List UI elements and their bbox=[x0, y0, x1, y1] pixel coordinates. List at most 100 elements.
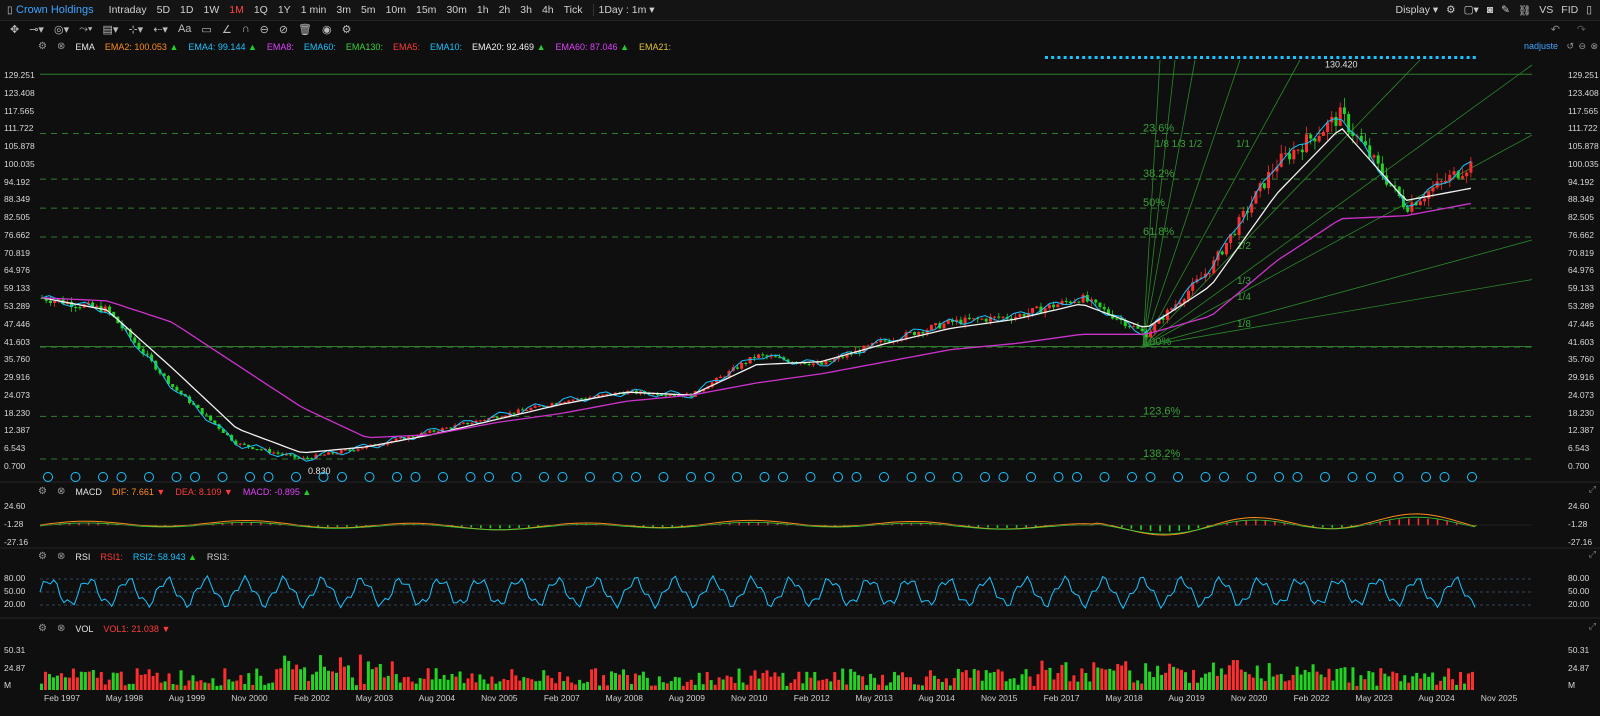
gear-icon[interactable]: ⚙ bbox=[38, 623, 47, 634]
macd-bar bbox=[652, 525, 654, 527]
macd-bar bbox=[1197, 525, 1200, 529]
pattern-tool-icon[interactable]: ⤳▾ bbox=[79, 22, 93, 35]
symbol-title[interactable]: Crown Holdings bbox=[16, 4, 94, 16]
volume-bar bbox=[59, 673, 63, 690]
price-axis-label: 117.565 bbox=[1568, 105, 1599, 116]
settings-icon[interactable]: ⚙ bbox=[1446, 4, 1456, 16]
close-icon[interactable]: ⊗ bbox=[56, 486, 66, 497]
sidebar-toggle-icon[interactable]: ▯ bbox=[7, 4, 13, 16]
eye-icon[interactable]: ◉ bbox=[322, 23, 332, 36]
tf-1h[interactable]: 1h bbox=[476, 4, 489, 16]
volume-bar bbox=[370, 669, 374, 690]
tf-2h[interactable]: 2h bbox=[498, 4, 511, 16]
display-button[interactable]: Display ▾ bbox=[1395, 4, 1439, 16]
vs-button[interactable]: VS bbox=[1539, 4, 1554, 16]
volume-bar bbox=[988, 672, 992, 690]
rect-tool-icon[interactable]: ▤▾ bbox=[102, 23, 119, 36]
volume-bar bbox=[1311, 664, 1315, 690]
drawing-toolbar: ✥ ⊸▾ ◎▾ ⤳▾ ▤▾ ⊹▾ ⇠▾ Aa ▭ ∠ ∩ ⊖ ⊘ 🗑 ◉ ⚙ bbox=[0, 20, 1600, 38]
layout-icon[interactable]: ▢▾ bbox=[1463, 4, 1479, 16]
circle-tool-icon[interactable]: ◎▾ bbox=[53, 23, 70, 36]
macd-bar bbox=[843, 525, 846, 527]
volume-bar bbox=[1223, 674, 1227, 690]
vol-axis-top: 50.31 bbox=[1568, 645, 1590, 655]
candle-body bbox=[1208, 273, 1212, 275]
volume-bar bbox=[861, 676, 865, 690]
reset-icon[interactable]: ↺ bbox=[1566, 41, 1574, 51]
camera-icon[interactable]: ◙ bbox=[1486, 4, 1494, 16]
close-icon[interactable]: ⊗ bbox=[56, 623, 66, 634]
volume-bar bbox=[1132, 682, 1136, 690]
interval-select[interactable]: 1Day : 1m ▾ bbox=[593, 4, 658, 16]
vol-name[interactable]: VOL bbox=[75, 623, 94, 634]
expand-icon[interactable]: ⤢ bbox=[1588, 484, 1596, 494]
tf-tick[interactable]: Tick bbox=[563, 4, 583, 16]
volume-bar bbox=[1383, 673, 1387, 690]
volume-bar bbox=[410, 681, 414, 690]
tf-intraday[interactable]: Intraday bbox=[108, 4, 147, 16]
magnet-icon[interactable]: ∩ bbox=[241, 23, 250, 35]
fid-button[interactable]: FID bbox=[1561, 4, 1579, 16]
close-icon[interactable]: ⊗ bbox=[1590, 41, 1598, 51]
volume-bar bbox=[980, 680, 984, 690]
tf-1min[interactable]: 1 min bbox=[300, 4, 327, 16]
measure-tool-icon[interactable]: ⊹▾ bbox=[128, 23, 144, 36]
macd-name[interactable]: MACD bbox=[75, 486, 102, 497]
redo-icon[interactable]: ↷ bbox=[1576, 24, 1586, 36]
expand-icon[interactable]: ⤢ bbox=[1588, 549, 1596, 559]
more-icon[interactable]: ▯ bbox=[1586, 4, 1592, 16]
dividend-marker-icon bbox=[1206, 56, 1210, 59]
macd-bar bbox=[508, 525, 511, 529]
volume-bar bbox=[1359, 675, 1363, 690]
tf-15m[interactable]: 15m bbox=[416, 4, 437, 16]
tf-5d[interactable]: 5D bbox=[156, 4, 171, 16]
gear-icon[interactable]: ⚙ bbox=[38, 551, 47, 562]
hide-icon[interactable]: ⊘ bbox=[278, 23, 289, 36]
tf-1y[interactable]: 1Y bbox=[277, 4, 291, 16]
volume-bar bbox=[661, 682, 665, 690]
gear-icon[interactable]: ⚙ bbox=[38, 41, 47, 52]
gear-icon[interactable]: ⚙ bbox=[38, 486, 47, 497]
expand-icon[interactable]: ⤢ bbox=[1588, 621, 1596, 631]
volume-bar bbox=[47, 674, 51, 690]
link-icon[interactable]: ⛓ bbox=[1517, 4, 1532, 17]
trash-icon[interactable]: 🗑 bbox=[298, 23, 312, 36]
macd-bar bbox=[489, 525, 492, 529]
lock-icon[interactable]: ⊖ bbox=[259, 23, 269, 36]
adjust-toggle[interactable]: nadjuste bbox=[1523, 41, 1558, 51]
brush-icon[interactable]: ∠ bbox=[221, 23, 232, 36]
tf-30m[interactable]: 30m bbox=[446, 4, 467, 16]
crosshair-icon[interactable]: ✥ bbox=[10, 23, 20, 36]
tf-4h[interactable]: 4h bbox=[541, 4, 554, 16]
line-tool-icon[interactable]: ⊸▾ bbox=[29, 23, 44, 36]
candle-body bbox=[580, 398, 584, 400]
close-icon[interactable]: ⊗ bbox=[56, 41, 66, 52]
macd-bar bbox=[738, 522, 740, 526]
volume-bar bbox=[1076, 681, 1080, 690]
gear-icon[interactable]: ⚙ bbox=[341, 23, 352, 36]
minimize-icon[interactable]: ⊖ bbox=[1578, 41, 1586, 51]
macd-bar bbox=[212, 523, 214, 526]
volume-bar bbox=[621, 669, 625, 690]
indicator-name[interactable]: EMA bbox=[75, 41, 95, 52]
tf-1q[interactable]: 1Q bbox=[253, 4, 268, 16]
close-icon[interactable]: ⊗ bbox=[56, 551, 66, 562]
tf-1m[interactable]: 1M bbox=[229, 4, 244, 16]
candle-body bbox=[1469, 161, 1473, 173]
tf-10m[interactable]: 10m bbox=[385, 4, 406, 16]
tf-1w[interactable]: 1W bbox=[203, 4, 220, 16]
down-arrow-icon: ▼ bbox=[156, 486, 166, 497]
pen-icon[interactable]: ✎ bbox=[1501, 4, 1510, 16]
undo-icon[interactable]: ↶ bbox=[1550, 24, 1560, 36]
tf-3m[interactable]: 3m bbox=[336, 4, 351, 16]
tf-5m[interactable]: 5m bbox=[360, 4, 376, 16]
tf-1d[interactable]: 1D bbox=[180, 4, 194, 16]
text-tool-icon[interactable]: Aa bbox=[177, 23, 192, 35]
rsi-name[interactable]: RSI bbox=[75, 551, 91, 562]
tf-3h[interactable]: 3h bbox=[520, 4, 532, 16]
vol-axis-unit: M bbox=[1568, 680, 1576, 690]
arrow-tool-icon[interactable]: ⇠▾ bbox=[153, 23, 168, 36]
macd-bar bbox=[1188, 525, 1190, 530]
note-tool-icon[interactable]: ▭ bbox=[201, 23, 212, 36]
